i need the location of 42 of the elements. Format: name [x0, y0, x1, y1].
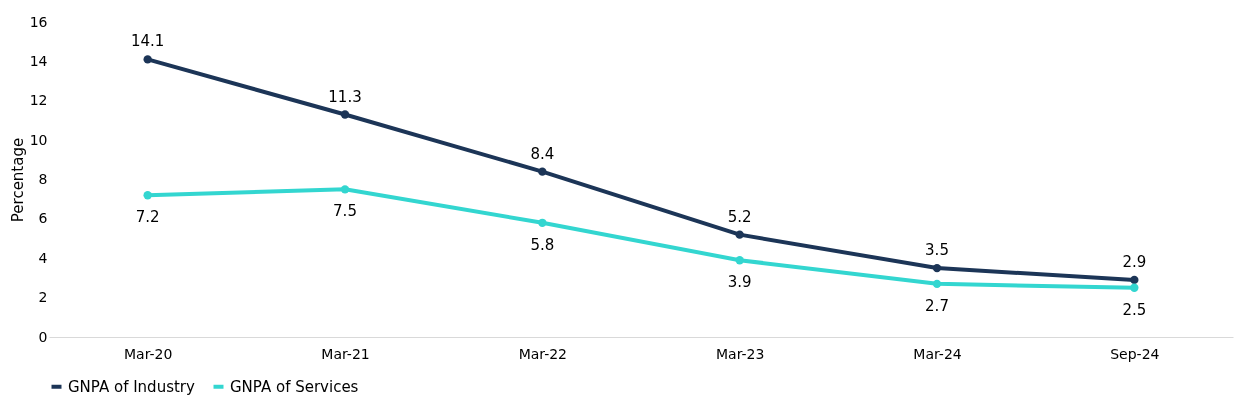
- x-tick-label: Mar-22: [518, 345, 568, 362]
- y-tick-label: 16: [29, 13, 48, 30]
- x-tick-label: Mar-23: [715, 345, 765, 362]
- point: [143, 55, 152, 64]
- y-tick-label: 2: [38, 289, 48, 306]
- point: [1130, 275, 1139, 285]
- x-tick-label: Mar-24: [913, 345, 962, 362]
- data-label: 5.8: [530, 235, 555, 254]
- point: [1130, 283, 1139, 292]
- point: [143, 191, 152, 200]
- point: [735, 230, 744, 239]
- point: [340, 110, 350, 119]
- point: [735, 256, 744, 265]
- y-tick-label: 6: [38, 210, 48, 227]
- data-label: 11.3: [328, 87, 362, 106]
- y-tick-label: 0: [38, 328, 48, 345]
- y-axis-title: Percentage: [8, 137, 27, 223]
- data-label: 7.2: [135, 208, 160, 227]
- x-tick-label: Sep-24: [1110, 345, 1160, 362]
- point: [340, 185, 350, 194]
- point: [538, 218, 547, 227]
- legend-label: GNPA of Services: [230, 377, 359, 396]
- point: [932, 279, 942, 289]
- y-tick-label: 10: [29, 131, 48, 148]
- x-tick-label: Mar-21: [321, 345, 370, 362]
- data-label: 3.9: [727, 273, 752, 292]
- data-label: 7.5: [333, 202, 357, 221]
- y-tick-label: 8: [38, 171, 48, 187]
- data-label: 3.5: [925, 241, 949, 260]
- data-label: 5.2: [727, 207, 752, 226]
- y-tick-label: 4: [38, 249, 48, 266]
- legend-label: GNPA of Industry: [68, 377, 196, 396]
- point: [932, 263, 942, 273]
- data-label: 2.7: [925, 296, 949, 315]
- x-tick-label: Mar-20: [123, 345, 173, 362]
- y-tick-label: 14: [29, 52, 48, 69]
- data-label: 8.4: [530, 144, 555, 163]
- data-label: 2.5: [1122, 300, 1147, 319]
- data-label: 2.9: [1122, 252, 1147, 271]
- data-label: 14.1: [130, 32, 165, 51]
- point: [538, 167, 547, 176]
- y-tick-label: 12: [29, 92, 48, 109]
